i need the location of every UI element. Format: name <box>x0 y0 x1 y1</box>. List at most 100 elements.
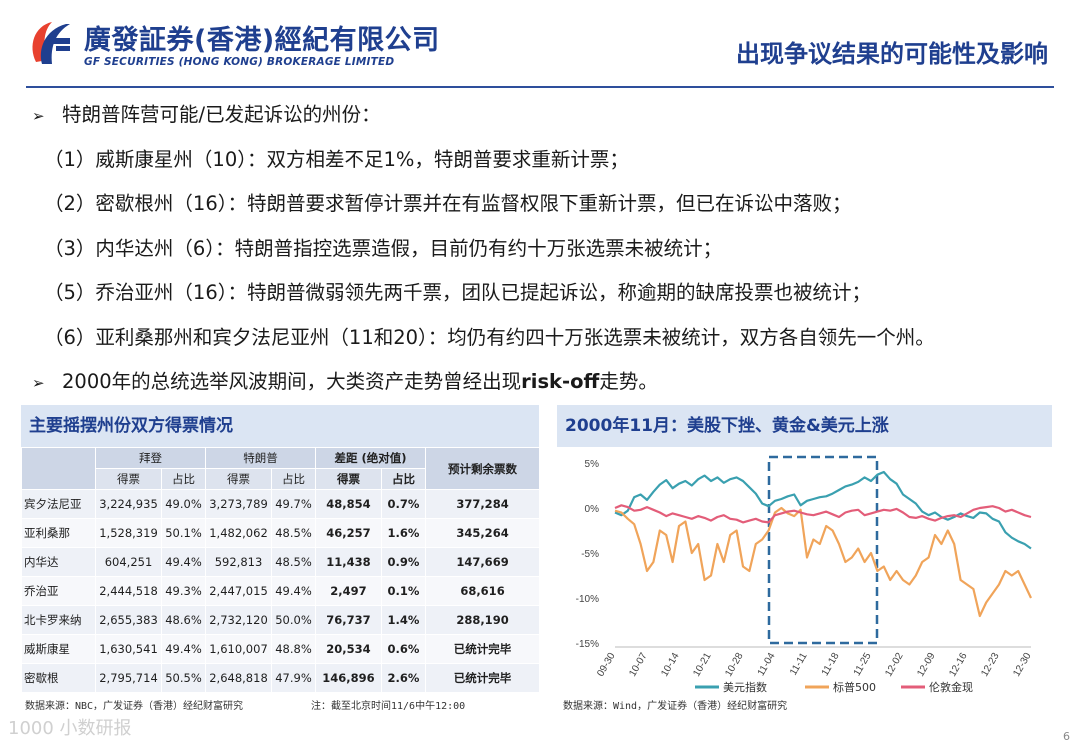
x-tick-label: 12-16 <box>947 651 970 679</box>
x-tick-label: 09-30 <box>595 651 618 679</box>
table-source: 数据来源：NBC，广发证券（香港）经纪财富研究 <box>25 701 244 712</box>
table-subheader-row: 得票 占比 得票 占比 得票 占比 <box>22 468 540 490</box>
biden-share-cell: 49.4% <box>161 634 206 664</box>
subheader-share: 占比 <box>271 468 316 490</box>
subheader-votes: 得票 <box>95 468 162 490</box>
state-cell: 宾夕法尼亚 <box>21 489 96 519</box>
biden-votes-cell: 3,224,935 <box>95 489 162 519</box>
logo-chinese-name: 廣發証券(香港)經紀有限公司 <box>84 25 440 56</box>
biden-share-cell: 49.3% <box>161 576 206 606</box>
biden-share-cell: 50.5% <box>161 663 206 693</box>
biden-share-cell: 48.6% <box>161 605 206 635</box>
bullet-text: （5）乔治亚州（16）：特朗普微弱领先两千票，团队已提起诉讼，称逾期的缺席投票也… <box>44 281 871 304</box>
table-row: 亚利桑那 1,528,319 50.1% 1,482,062 48.5% 46,257 1.… <box>21 518 541 548</box>
asset-line-chart: 5% 0% -5% -10% -15%09-30 10-07 10-14 10-21 10-28… <box>576 455 1034 693</box>
x-tick-label: 12-09 <box>915 651 938 679</box>
trump-votes-cell: 592,813 <box>205 547 272 577</box>
margin-votes-cell: 11,438 <box>315 547 382 577</box>
x-tick-label: 11-25 <box>852 651 874 678</box>
y-tick-label: 5% <box>585 459 600 470</box>
header-remaining: 预计剩余票数 <box>425 447 541 490</box>
margin-share-cell: 0.1% <box>380 576 427 606</box>
biden-votes-cell: 1,528,319 <box>95 518 162 548</box>
bullet-sub: （1）威斯康星州（10）：双方相差不足1%，特朗普要求重新计票； <box>32 138 1062 183</box>
y-tick-label: -15% <box>576 639 599 650</box>
trump-votes-cell: 1,610,007 <box>205 634 272 664</box>
table-row: 北卡罗来纳 2,655,383 48.6% 2,732,120 50.0% 76,737 1… <box>21 605 541 635</box>
trump-votes-cell: 2,732,120 <box>205 605 272 635</box>
margin-votes-cell: 76,737 <box>315 605 382 635</box>
table-row: 威斯康星 1,630,541 49.4% 1,610,007 48.8% 20,534 0.… <box>21 634 541 664</box>
series-line-0 <box>614 470 1032 550</box>
remaining-votes-cell: 68,616 <box>425 576 541 606</box>
bullet-emphasis: risk-off <box>521 370 600 393</box>
x-tick-label: 12-30 <box>1011 651 1034 679</box>
trump-share-cell: 48.5% <box>271 518 316 548</box>
x-tick-label: 10-21 <box>691 651 714 679</box>
state-cell: 密歇根 <box>21 663 96 693</box>
trump-share-cell: 49.4% <box>271 576 316 606</box>
bullet-text: （1）威斯康星州（10）：双方相差不足1%，特朗普要求重新计票； <box>44 147 629 171</box>
biden-votes-cell: 604,251 <box>95 547 162 577</box>
trump-share-cell: 50.0% <box>271 605 316 635</box>
bullet-text: （3）内华达州（6）：特朗普指控选票造假，目前仍有约十万张选票未被统计； <box>44 236 723 260</box>
subheader-votes: 得票 <box>205 468 272 490</box>
table-header-row: 拜登 特朗普 差距 (绝对值) 预计剩余票数 <box>21 447 541 490</box>
bullet-sub: （6）亚利桑那州和宾夕法尼亚州（11和20）：均仍有约四十万张选票未被统计，双方… <box>32 316 1062 361</box>
series-line-2 <box>614 504 1032 524</box>
biden-share-cell: 49.0% <box>161 489 206 519</box>
header-state <box>21 447 96 490</box>
biden-votes-cell: 2,795,714 <box>95 663 162 693</box>
subheader-votes: 得票 <box>315 468 382 490</box>
table-row: 乔治亚 2,444,518 49.3% 2,447,015 49.4% 2,497 0.1%… <box>21 576 541 606</box>
header-trump: 特朗普 <box>205 447 316 469</box>
margin-votes-cell: 46,257 <box>315 518 382 548</box>
margin-votes-cell: 20,534 <box>315 634 382 664</box>
bullet-text: （6）亚利桑那州和宾夕法尼亚州（11和20）：均仍有约四十万张选票未被统计，双方… <box>44 325 935 349</box>
header-biden: 拜登 <box>95 447 206 469</box>
trump-share-cell: 49.7% <box>271 489 316 519</box>
biden-votes-cell: 2,444,518 <box>95 576 162 606</box>
x-tick-label: 12-23 <box>979 651 1002 679</box>
margin-votes-cell: 48,854 <box>315 489 382 519</box>
trump-share-cell: 48.5% <box>271 547 316 577</box>
trump-votes-cell: 2,648,818 <box>205 663 272 693</box>
x-tick-label: 10-14 <box>659 651 682 679</box>
arrow-bullet-icon: ➢ <box>32 374 45 392</box>
remaining-votes-cell: 288,190 <box>425 605 541 635</box>
x-tick-label: 11-04 <box>756 651 778 678</box>
legend-label: 美元指数 <box>723 680 767 693</box>
margin-share-cell: 2.6% <box>380 663 427 693</box>
state-cell: 亚利桑那 <box>21 518 96 548</box>
state-cell: 内华达 <box>21 547 96 577</box>
biden-share-cell: 49.4% <box>161 547 206 577</box>
x-tick-label: 11-11 <box>788 651 810 678</box>
bullet-sub: （3）内华达州（6）：特朗普指控选票造假，目前仍有约十万张选票未被统计； <box>32 227 1062 272</box>
margin-share-cell: 0.9% <box>380 547 427 577</box>
subheader-share: 占比 <box>161 468 206 490</box>
margin-votes-cell: 2,497 <box>315 576 382 606</box>
asset-chart-panel: 2000年11月：美股下挫、黄金&美元上涨 5% 0% -5% -10% -15% 09-… <box>557 405 1052 713</box>
bullet-text: 走势。 <box>599 370 658 393</box>
swing-state-table: 拜登 特朗普 差距 (绝对值) 预计剩余票数 得票 占比 得票 占比 得票 占比… <box>21 447 541 693</box>
state-cell: 乔治亚 <box>21 576 96 606</box>
company-logo: 廣發証券(香港)經紀有限公司 GF SECURITIES (HONG KONG)… <box>26 16 439 76</box>
trump-votes-cell: 3,273,789 <box>205 489 272 519</box>
table-row: 内华达 604,251 49.4% 592,813 48.5% 11,438 0.9% 147… <box>21 547 541 577</box>
page-number: 6 <box>1063 730 1070 743</box>
gf-logo-icon <box>32 22 70 64</box>
highlight-window <box>767 455 879 645</box>
watermark: 1000 小数研报 <box>8 718 132 739</box>
bullet-main: ➢ 2000年的总统选举风波期间，大类资产走势曾经出现risk-off走势。 <box>32 360 1062 405</box>
biden-votes-cell: 2,655,383 <box>95 605 162 635</box>
page-title: 出现争议结果的可能性及影响 <box>736 40 1048 68</box>
biden-votes-cell: 1,630,541 <box>95 634 162 664</box>
legend-label: 标普500 <box>833 680 876 693</box>
header-margin: 差距 (绝对值) <box>314 447 427 469</box>
table-title: 主要摇摆州份双方得票情况 <box>21 405 539 447</box>
series-line-1 <box>614 506 1032 618</box>
trump-votes-cell: 2,447,015 <box>205 576 272 606</box>
x-tick-label: 10-07 <box>627 651 650 679</box>
bullet-text: 特朗普阵营可能/已发起诉讼的州份： <box>62 103 381 126</box>
remaining-votes-cell: 345,264 <box>425 518 541 548</box>
